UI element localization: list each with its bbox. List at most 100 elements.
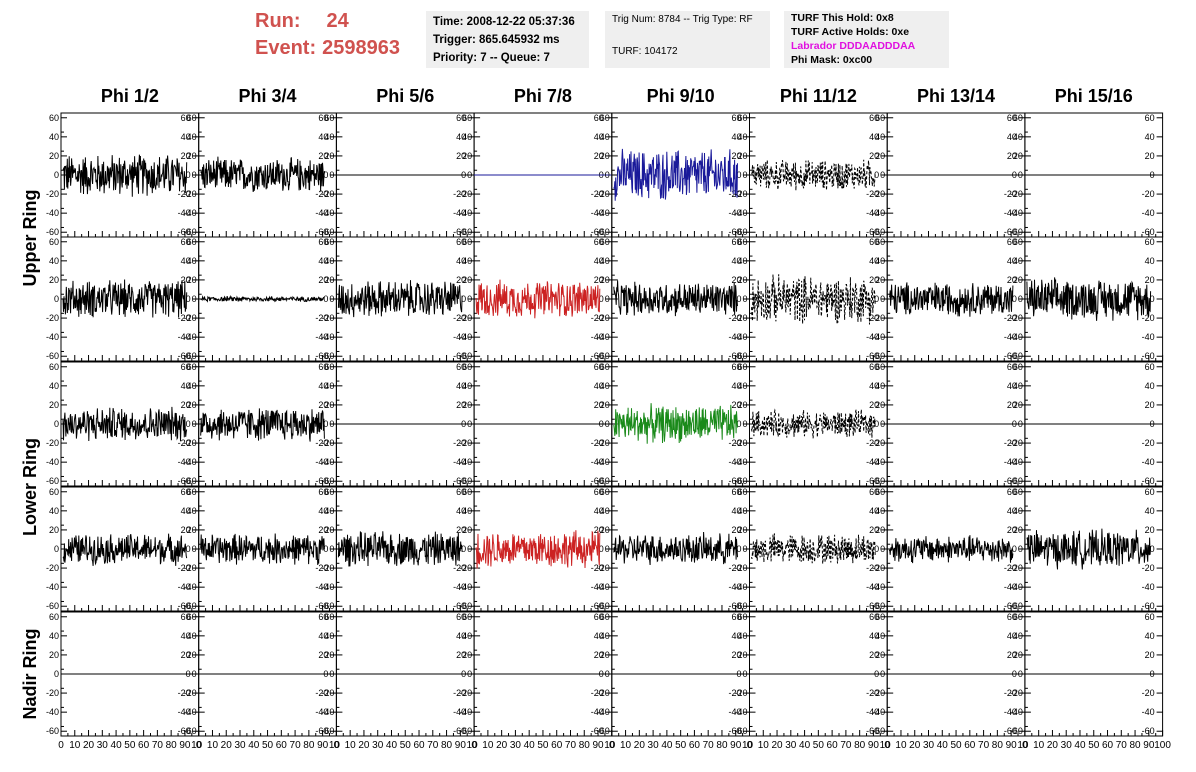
ytick-label-right: -40 bbox=[728, 707, 741, 717]
ytick-label: 40 bbox=[875, 256, 885, 266]
xtick-label: 50 bbox=[950, 740, 962, 751]
ytick-label: -20 bbox=[734, 688, 747, 698]
xtick-label: 0 bbox=[884, 740, 890, 751]
xtick-label: 10 bbox=[895, 740, 907, 751]
ytick-label-right: 60 bbox=[1145, 362, 1155, 372]
ytick-label-right: -40 bbox=[866, 707, 879, 717]
ytick-label: 40 bbox=[875, 631, 885, 641]
ytick-label-right: 20 bbox=[731, 275, 741, 285]
ytick-label: -60 bbox=[597, 351, 610, 361]
ytick-label-right: 40 bbox=[731, 506, 741, 516]
ytick-label: -20 bbox=[734, 313, 747, 323]
ytick-label-right: -60 bbox=[178, 476, 191, 486]
ytick-label-right: 0 bbox=[323, 419, 328, 429]
column-header-2: Phi 3/4 bbox=[238, 86, 297, 106]
xtick-label: 40 bbox=[111, 740, 123, 751]
ytick-label: -40 bbox=[734, 208, 747, 218]
ytick-label: 20 bbox=[187, 275, 197, 285]
ytick-label-right: -40 bbox=[315, 332, 328, 342]
ytick-label-right: 40 bbox=[731, 132, 741, 142]
ytick-label-right: -40 bbox=[591, 582, 604, 592]
ytick-label-right: 20 bbox=[181, 525, 191, 535]
ytick-label: 0 bbox=[467, 544, 472, 554]
ytick-label-right: -60 bbox=[866, 351, 879, 361]
ytick-label: 20 bbox=[600, 650, 610, 660]
waveform-r2-c6 bbox=[751, 274, 876, 325]
waveform-r4-c3 bbox=[337, 531, 463, 567]
ytick-label-right: -20 bbox=[178, 189, 191, 199]
ytick-label: 60 bbox=[1013, 362, 1023, 372]
xtick-label: 50 bbox=[675, 740, 687, 751]
ytick-label-right: -20 bbox=[1004, 189, 1017, 199]
ytick-label-right: -60 bbox=[315, 726, 328, 736]
ytick-label-right: 40 bbox=[456, 631, 466, 641]
ytick-label-right: -40 bbox=[1142, 208, 1155, 218]
ytick-label: 60 bbox=[875, 113, 885, 123]
waveform-r1-c6 bbox=[751, 159, 876, 191]
ytick-label-right: 0 bbox=[186, 170, 191, 180]
ytick-label: -60 bbox=[459, 227, 472, 237]
xtick-label: 20 bbox=[496, 740, 508, 751]
ytick-label-right: -60 bbox=[453, 476, 466, 486]
ytick-label-right: -20 bbox=[728, 688, 741, 698]
ytick-label-right: 0 bbox=[461, 294, 466, 304]
ytick-label-right: 20 bbox=[731, 650, 741, 660]
ytick-label: -40 bbox=[321, 457, 334, 467]
ytick-label: -40 bbox=[872, 707, 885, 717]
xtick-label: 40 bbox=[661, 740, 673, 751]
ytick-label-right: -20 bbox=[1004, 438, 1017, 448]
ytick-label: 20 bbox=[875, 650, 885, 660]
ytick-label: -20 bbox=[597, 563, 610, 573]
ytick-label-right: 40 bbox=[456, 506, 466, 516]
ytick-label-right: -20 bbox=[1004, 688, 1017, 698]
ytick-label-right: 40 bbox=[318, 381, 328, 391]
ytick-label-right: 60 bbox=[869, 237, 879, 247]
ytick-label-right: -40 bbox=[453, 332, 466, 342]
labrador-text: Labrador DDDAADDDAA bbox=[791, 40, 916, 52]
ytick-label-right: 0 bbox=[599, 294, 604, 304]
xtick-label: 60 bbox=[276, 740, 288, 751]
ytick-label-right: 40 bbox=[1007, 132, 1017, 142]
priority-text: Priority: 7 -- Queue: 7 bbox=[433, 52, 550, 64]
ytick-label-right: -20 bbox=[866, 563, 879, 573]
ytick-label-right: -40 bbox=[1004, 208, 1017, 218]
ytick-label-right: -20 bbox=[728, 563, 741, 573]
xtick-label: 10 bbox=[207, 740, 219, 751]
ytick-label-right: 60 bbox=[1007, 113, 1017, 123]
ytick-label-right: 60 bbox=[731, 237, 741, 247]
ytick-label: -40 bbox=[46, 332, 59, 342]
ytick-label: 0 bbox=[605, 544, 610, 554]
ytick-label: -60 bbox=[321, 601, 334, 611]
ytick-label: 40 bbox=[737, 381, 747, 391]
ytick-label-right: 40 bbox=[869, 631, 879, 641]
ytick-label-right: 40 bbox=[731, 256, 741, 266]
ytick-label-right: 0 bbox=[186, 419, 191, 429]
column-header-8: Phi 15/16 bbox=[1054, 86, 1133, 106]
ytick-label: 40 bbox=[462, 381, 472, 391]
ytick-label: 0 bbox=[880, 544, 885, 554]
ytick-label-right: -20 bbox=[1004, 313, 1017, 323]
ytick-label: -40 bbox=[321, 582, 334, 592]
ytick-label: -40 bbox=[734, 457, 747, 467]
xtick-label: 30 bbox=[234, 740, 246, 751]
ytick-label-right: -40 bbox=[178, 332, 191, 342]
xtick-label: 100 bbox=[1154, 740, 1171, 751]
ytick-label: -20 bbox=[321, 438, 334, 448]
ytick-label-right: -20 bbox=[1142, 313, 1155, 323]
ytick-label-right: 20 bbox=[869, 400, 879, 410]
ytick-label-right: -20 bbox=[453, 688, 466, 698]
ytick-label: 40 bbox=[462, 256, 472, 266]
ytick-label-right: 40 bbox=[869, 256, 879, 266]
xtick-label: 70 bbox=[1116, 740, 1128, 751]
ytick-label: 40 bbox=[1013, 631, 1023, 641]
ytick-label: 60 bbox=[737, 113, 747, 123]
xtick-label: 30 bbox=[648, 740, 660, 751]
xtick-label: 50 bbox=[537, 740, 549, 751]
xtick-label: 20 bbox=[83, 740, 95, 751]
ytick-label: 20 bbox=[324, 525, 334, 535]
ytick-label: -20 bbox=[46, 688, 59, 698]
ytick-label-right: 0 bbox=[736, 170, 741, 180]
ytick-label-right: 20 bbox=[594, 400, 604, 410]
ytick-label: -20 bbox=[872, 313, 885, 323]
xtick-label: 20 bbox=[909, 740, 921, 751]
